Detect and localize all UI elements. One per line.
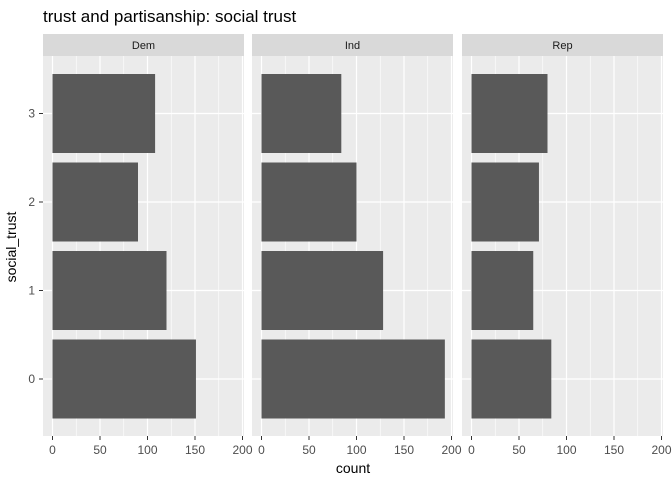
bar-rep-1 bbox=[471, 251, 534, 330]
x-axis-label: count bbox=[336, 460, 370, 476]
bar-dem-0 bbox=[52, 339, 196, 419]
y-tick-label: 3 bbox=[28, 107, 35, 121]
facet-strip bbox=[462, 34, 663, 56]
x-tick-label: 0 bbox=[258, 443, 265, 457]
bar-dem-2 bbox=[52, 162, 138, 242]
y-tick-label: 1 bbox=[28, 284, 35, 298]
y-axis-label: social_trust bbox=[3, 211, 19, 282]
bar-rep-3 bbox=[471, 74, 548, 153]
y-axis: 0 1 2 3 bbox=[28, 107, 43, 386]
bar-ind-0 bbox=[261, 339, 445, 419]
y-tick-label: 0 bbox=[28, 372, 35, 386]
bar-ind-3 bbox=[261, 74, 342, 153]
facet-rep: Rep 0 50 100 150 200 bbox=[462, 34, 672, 457]
x-tick-label: 150 bbox=[185, 443, 205, 457]
facet-panels: Dem 0 50 100 150 200 Ind 0 50 100 150 200 Rep 0 50 100 1… bbox=[43, 34, 672, 457]
x-tick-label: 100 bbox=[556, 443, 576, 457]
bar-dem-1 bbox=[52, 251, 167, 330]
x-tick-label: 100 bbox=[137, 443, 157, 457]
x-tick-label: 50 bbox=[512, 443, 526, 457]
facet-ind: Ind 0 50 100 150 200 bbox=[252, 34, 462, 457]
chart-title: trust and partisanship: social trust bbox=[43, 7, 297, 26]
x-tick-label: 150 bbox=[604, 443, 624, 457]
facet-dem: Dem 0 50 100 150 200 bbox=[43, 34, 253, 457]
x-tick-label: 100 bbox=[346, 443, 366, 457]
x-tick-label: 0 bbox=[49, 443, 56, 457]
facet-strip-label: Dem bbox=[132, 40, 155, 52]
x-tick-label: 200 bbox=[651, 443, 671, 457]
bar-rep-0 bbox=[471, 339, 552, 419]
x-tick-label: 50 bbox=[302, 443, 316, 457]
bar-ind-1 bbox=[261, 251, 384, 330]
x-tick-label: 200 bbox=[441, 443, 461, 457]
facet-strip-label: Rep bbox=[552, 40, 572, 52]
facet-strip bbox=[252, 34, 453, 56]
x-tick-label: 50 bbox=[93, 443, 107, 457]
facet-strip bbox=[43, 34, 244, 56]
x-tick-label: 150 bbox=[394, 443, 414, 457]
x-tick-label: 200 bbox=[232, 443, 252, 457]
y-tick-label: 2 bbox=[28, 195, 35, 209]
facet-strip-label: Ind bbox=[345, 40, 360, 52]
bar-ind-2 bbox=[261, 162, 357, 242]
bar-rep-2 bbox=[471, 162, 539, 242]
bar-dem-3 bbox=[52, 74, 156, 153]
x-tick-label: 0 bbox=[468, 443, 475, 457]
